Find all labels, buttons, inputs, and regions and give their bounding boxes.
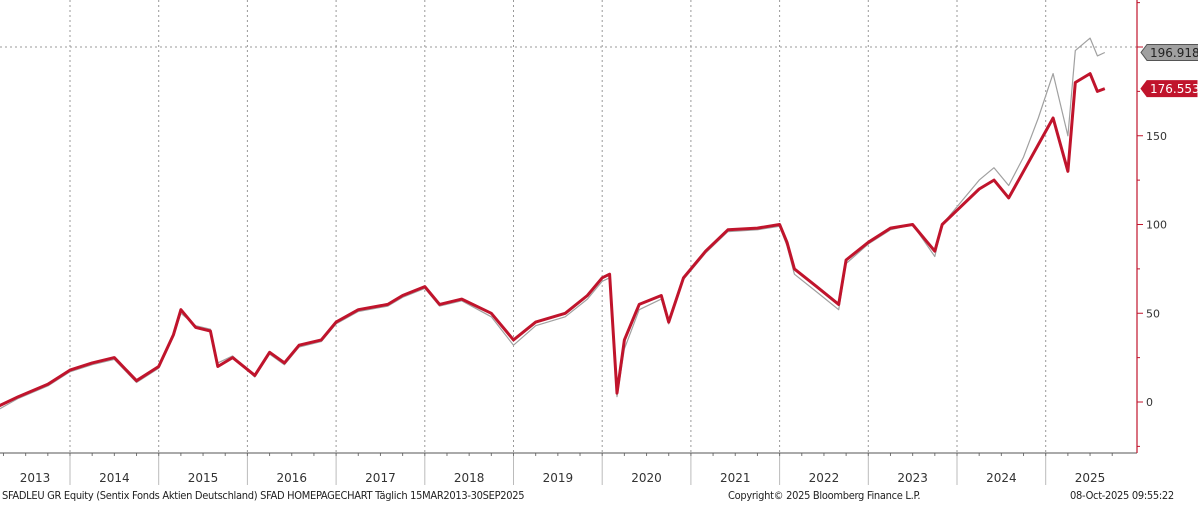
x-tick-label: 2022 xyxy=(809,471,840,485)
last-value-tag-benchmark xyxy=(1140,43,1198,61)
last-value-label-benchmark: 196.9186 xyxy=(1150,46,1198,60)
x-tick-label: 2017 xyxy=(365,471,396,485)
y-tick-label: 150 xyxy=(1146,130,1167,143)
x-tick-label: 2023 xyxy=(897,471,928,485)
x-tick-label: 2014 xyxy=(99,471,130,485)
timestamp: 08-Oct-2025 09:55:22 xyxy=(1070,489,1174,502)
chart-description: SFADLEU GR Equity (Sentix Fonds Aktien D… xyxy=(2,489,525,502)
y-tick-label: 50 xyxy=(1146,307,1160,320)
x-tick-label: 2020 xyxy=(631,471,662,485)
x-tick-label: 2013 xyxy=(20,471,51,485)
x-tick-label: 2021 xyxy=(720,471,751,485)
y-tick-label: 0 xyxy=(1146,396,1153,409)
series-line-benchmark xyxy=(0,37,1106,410)
x-tick-label: 2016 xyxy=(276,471,307,485)
x-tick-label: 2024 xyxy=(986,471,1017,485)
series-line-primary xyxy=(0,72,1106,408)
last-value-label-primary: 176.553 xyxy=(1150,82,1198,96)
x-tick-label: 2025 xyxy=(1075,471,1106,485)
last-value-tag-primary xyxy=(1140,80,1198,98)
copyright: Copyright© 2025 Bloomberg Finance L.P. xyxy=(728,489,921,502)
x-tick-label: 2019 xyxy=(543,471,574,485)
x-tick-label: 2018 xyxy=(454,471,485,485)
x-tick-label: 2015 xyxy=(188,471,219,485)
y-tick-label: 100 xyxy=(1146,219,1167,232)
